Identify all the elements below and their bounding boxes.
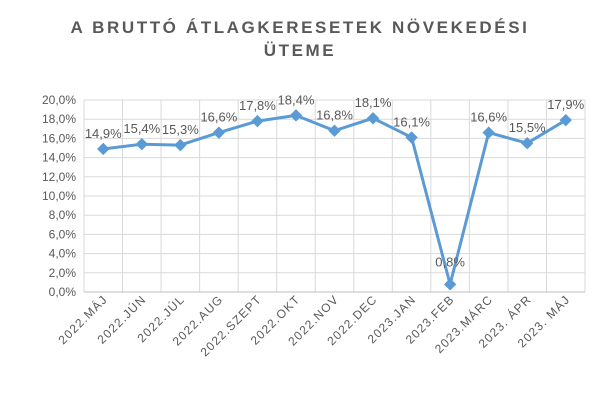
- data-label: 14,9%: [85, 126, 122, 141]
- data-label: 16,6%: [200, 110, 237, 125]
- chart-title-line-1: A BRUTTÓ ÁTLAGKERESETEK NÖVEKEDÉSI: [70, 18, 530, 37]
- data-point: [328, 124, 341, 137]
- data-label: 15,5%: [509, 120, 546, 135]
- y-tick-label: 16,0%: [42, 131, 76, 145]
- data-point: [405, 131, 418, 144]
- y-tick-label: 8,0%: [49, 208, 77, 222]
- y-tick-label: 6,0%: [49, 227, 77, 241]
- data-point: [251, 114, 264, 128]
- data-label: 18,1%: [355, 95, 392, 110]
- y-tick-label: 10,0%: [42, 189, 76, 203]
- data-label: 15,4%: [123, 121, 160, 136]
- y-tick-label: 4,0%: [49, 247, 77, 261]
- y-tick-label: 18,0%: [42, 112, 76, 126]
- data-label: 16,6%: [470, 110, 507, 125]
- data-label: 16,8%: [316, 108, 353, 123]
- data-point: [482, 126, 495, 139]
- data-point: [212, 126, 226, 139]
- data-point: [97, 142, 110, 156]
- y-tick-label: 0,0%: [49, 285, 77, 299]
- data-point: [443, 278, 457, 291]
- chart-title-line-2: ÜTEME: [263, 41, 337, 60]
- data-point: [520, 136, 534, 150]
- y-tick-label: 2,0%: [49, 266, 77, 280]
- data-point: [559, 113, 572, 127]
- y-tick-label: 12,0%: [42, 170, 76, 184]
- data-label: 0,8%: [435, 254, 465, 269]
- data-label: 17,9%: [547, 97, 584, 112]
- data-label: 15,3%: [162, 122, 199, 137]
- data-label: 17,8%: [239, 98, 276, 113]
- data-point: [289, 109, 303, 122]
- data-label: 16,1%: [393, 114, 430, 129]
- data-point: [135, 137, 149, 151]
- y-tick-label: 20,0%: [42, 93, 76, 107]
- data-point: [174, 138, 187, 152]
- series-line: [101, 113, 568, 286]
- y-tick-label: 14,0%: [42, 151, 76, 165]
- data-label: 18,4%: [278, 92, 315, 107]
- data-point: [366, 112, 380, 125]
